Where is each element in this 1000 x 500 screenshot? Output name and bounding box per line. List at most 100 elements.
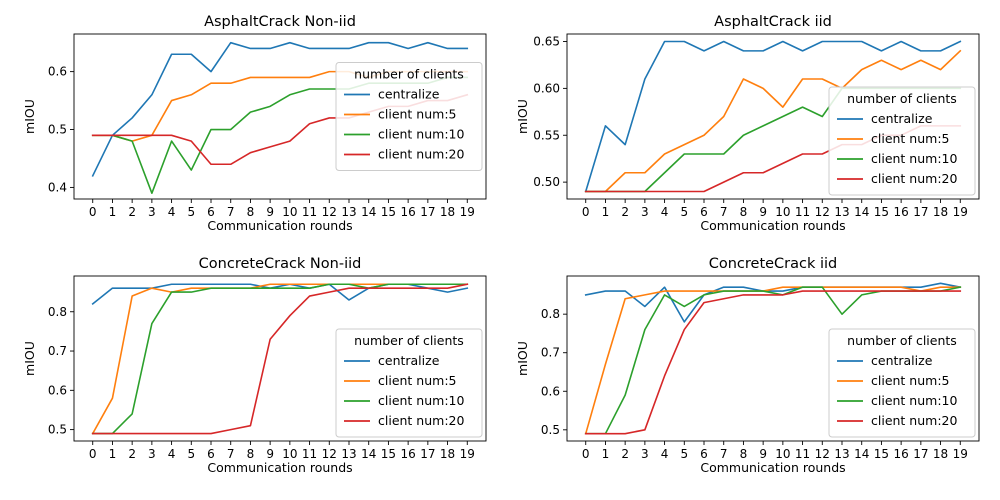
y-tick-label: 0.5: [541, 423, 560, 437]
y-axis-label: mIOU: [515, 341, 530, 376]
chart-title: AsphaltCrack Non-iid: [204, 14, 356, 30]
x-tick-label: 12: [322, 205, 337, 219]
x-tick-label: 2: [621, 205, 629, 219]
x-tick-label: 9: [266, 205, 274, 219]
x-tick-label: 3: [148, 447, 156, 461]
x-tick-label: 8: [740, 205, 748, 219]
axes-frame: [566, 33, 980, 200]
x-tick-label: 14: [361, 447, 376, 461]
legend-entry: client num:5: [378, 373, 457, 388]
x-tick-label: 10: [282, 205, 297, 219]
legend-entry: client num:10: [378, 127, 464, 142]
x-tick-label: 10: [775, 447, 790, 461]
x-tick-label: 6: [700, 205, 708, 219]
x-tick-label: 10: [282, 447, 297, 461]
series-line-client-num-5: [584, 286, 962, 435]
x-tick-label: 14: [854, 205, 869, 219]
legend-entry: client num:10: [871, 393, 957, 408]
x-tick-label: 1: [602, 205, 610, 219]
y-tick-label: 0.5: [48, 123, 67, 137]
legend-entry: client num:5: [378, 107, 457, 122]
legend-entry: centralize: [871, 111, 933, 126]
x-tick-label: 19: [953, 447, 968, 461]
y-axis-label: mIOU: [22, 99, 37, 134]
x-axis-label: Communication rounds: [207, 460, 352, 475]
series-line-centralize: [91, 41, 469, 177]
series-line-client-num-20: [91, 283, 469, 435]
x-tick-label: 15: [874, 205, 889, 219]
x-tick-label: 11: [302, 205, 317, 219]
x-tick-label: 7: [720, 447, 728, 461]
x-tick-label: 13: [341, 205, 356, 219]
x-tick-label: 2: [621, 447, 629, 461]
x-tick-label: 18: [440, 447, 455, 461]
legend: number of clients centralize client num:5 c…: [828, 86, 976, 196]
x-tick-label: 17: [913, 447, 928, 461]
y-tick-label: 0.6: [48, 65, 67, 79]
x-tick-label: 12: [815, 205, 830, 219]
y-axis-label: mIOU: [515, 99, 530, 134]
x-tick-label: 6: [207, 205, 215, 219]
x-tick-label: 2: [128, 205, 136, 219]
x-tick-label: 9: [759, 205, 767, 219]
axes-frame: [73, 275, 487, 442]
legend-entry: client num:10: [378, 393, 464, 408]
x-tick-label: 4: [661, 447, 669, 461]
x-tick-label: 5: [680, 205, 688, 219]
x-tick-label: 17: [420, 205, 435, 219]
x-tick-label: 16: [893, 205, 908, 219]
x-tick-label: 7: [227, 447, 235, 461]
x-tick-label: 15: [874, 447, 889, 461]
legend-entry: client num:5: [871, 373, 950, 388]
legend-entry: client num:20: [871, 171, 957, 186]
x-tick-label: 5: [680, 447, 688, 461]
x-tick-label: 15: [381, 447, 396, 461]
x-tick-label: 6: [207, 447, 215, 461]
x-tick-label: 8: [247, 447, 255, 461]
x-tick-label: 3: [641, 447, 649, 461]
series-line-client-num-5: [584, 49, 962, 193]
legend-entry: client num:5: [871, 131, 950, 146]
y-tick-label: 0.50: [533, 175, 560, 189]
x-tick-label: 0: [89, 205, 97, 219]
y-tick-label: 0.8: [541, 307, 560, 321]
x-tick-label: 14: [854, 447, 869, 461]
x-tick-label: 9: [759, 447, 767, 461]
x-tick-label: 16: [400, 447, 415, 461]
x-tick-label: 16: [400, 205, 415, 219]
chart-title: AsphaltCrack iid: [714, 14, 832, 30]
x-tick-label: 4: [168, 447, 176, 461]
x-tick-label: 6: [700, 447, 708, 461]
legend-entry: client num:20: [871, 413, 957, 428]
legend: number of clients centralize client num:5 c…: [335, 62, 483, 171]
y-tick-label: 0.6: [48, 383, 67, 397]
x-tick-label: 8: [247, 205, 255, 219]
x-tick-label: 1: [602, 447, 610, 461]
x-tick-label: 19: [460, 447, 475, 461]
x-tick-label: 2: [128, 447, 136, 461]
x-tick-label: 18: [440, 205, 455, 219]
x-tick-label: 3: [641, 205, 649, 219]
axes-frame: [566, 275, 980, 442]
x-tick-label: 1: [109, 447, 117, 461]
x-tick-label: 10: [775, 205, 790, 219]
legend-box: [335, 328, 483, 438]
y-tick-label: 0.60: [533, 81, 560, 95]
y-tick-label: 0.6: [541, 384, 560, 398]
x-tick-label: 15: [381, 205, 396, 219]
legend: number of clients centralize client num:5 c…: [828, 328, 976, 438]
chart-title: ConcreteCrack Non-iid: [199, 256, 362, 272]
x-tick-label: 12: [322, 447, 337, 461]
legend-box: [828, 86, 976, 196]
x-tick-label: 0: [582, 447, 590, 461]
y-tick-label: 0.7: [541, 346, 560, 360]
x-axis-label: Communication rounds: [700, 218, 845, 233]
x-tick-label: 11: [795, 447, 810, 461]
series-line-centralize: [91, 283, 469, 306]
axes-frame: [73, 33, 487, 200]
